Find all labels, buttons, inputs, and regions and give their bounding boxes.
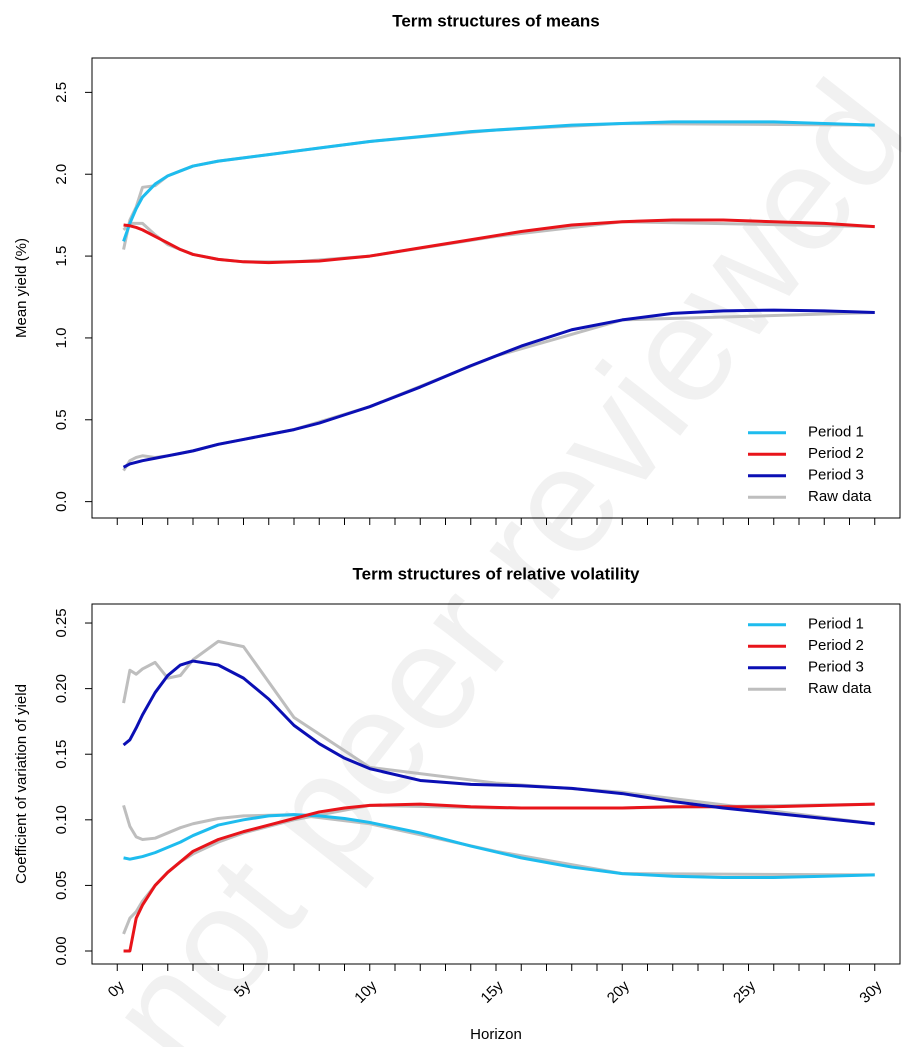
y-tick-label: 0.00	[53, 936, 70, 965]
x-tick-label: 20y	[604, 977, 633, 1006]
x-tick-label: 30y	[856, 977, 885, 1006]
x-axis-label: Horizon	[470, 1026, 522, 1043]
watermark: not peer reviewed	[74, 51, 902, 1047]
legend-label: Raw data	[808, 680, 872, 697]
legend-label: Period 3	[808, 467, 864, 484]
y-tick-label: 0.5	[53, 409, 70, 430]
y-tick-label: 0.05	[53, 871, 70, 900]
y-tick-label: 1.0	[53, 327, 70, 348]
legend-label: Period 3	[808, 659, 864, 676]
series-line	[122, 120, 875, 242]
y-tick-label: 0.10	[53, 805, 70, 834]
y-tick-label: 2.0	[53, 164, 70, 185]
chart-title: Term structures of means	[392, 11, 600, 30]
series-line	[123, 802, 875, 953]
series-line	[122, 308, 875, 469]
x-tick-label: 10y	[351, 977, 380, 1006]
y-tick-label: 0.20	[53, 674, 70, 703]
series-line	[122, 659, 875, 826]
y-tick-label: 0.15	[53, 740, 70, 769]
y-tick-label: 2.5	[53, 82, 70, 103]
y-tick-label: 1.5	[53, 246, 70, 267]
y-axis-label: Coefficient of variation of yield	[13, 684, 30, 884]
legend-label: Period 2	[808, 637, 864, 654]
series-line	[123, 813, 875, 880]
legend-label: Period 1	[808, 424, 864, 441]
x-tick-label: 15y	[478, 977, 507, 1006]
series-line	[123, 218, 875, 265]
y-axis-label: Mean yield (%)	[13, 238, 30, 338]
x-tick-label: 25y	[730, 977, 759, 1006]
y-tick-label: 0.25	[53, 608, 70, 637]
chart-title: Term structures of relative volatility	[353, 564, 640, 583]
y-tick-label: 0.0	[53, 491, 70, 512]
legend-label: Period 1	[808, 616, 864, 633]
legend-label: Raw data	[808, 488, 872, 505]
legend-label: Period 2	[808, 445, 864, 462]
